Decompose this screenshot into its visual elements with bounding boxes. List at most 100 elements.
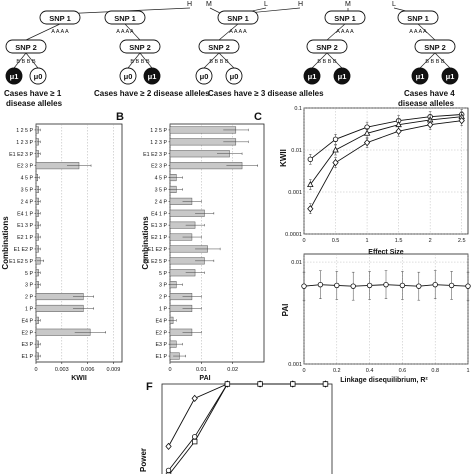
b-alleles-0: B B B B (16, 59, 36, 65)
haplo-label-m1: M (206, 1, 212, 8)
tick-label-x-1: 0.2 (333, 368, 341, 374)
panel-b-ylabel: Combinations (1, 216, 10, 270)
series-line-2 (168, 383, 326, 474)
tick-label-y-0: 0.01 (291, 260, 302, 266)
point-2-0 (307, 205, 314, 213)
tick-label-x-3: 1.5 (395, 238, 403, 244)
snp1-to-snp2-line-2 (218, 23, 239, 41)
point-0-3 (350, 283, 356, 289)
category-label-10: E1 E2 P (148, 247, 168, 253)
snp2-to-mu-line-1-0 (127, 52, 141, 69)
category-label-11: E1 E2 5 P (9, 259, 33, 265)
point-0-5 (383, 281, 389, 288)
point-0-9 (448, 282, 455, 289)
tick-label-x-1: 0.01 (196, 367, 207, 373)
category-label-0: 1 2 5 P (150, 128, 167, 134)
caption-1-line1: Cases have ≥ 1 (4, 89, 62, 98)
category-label-3: E2 3 P (151, 164, 167, 170)
tick-label-x-3: 0.009 (107, 367, 121, 373)
mu-label-3-0: μ1 (308, 72, 317, 81)
category-label-11: E1 E2 5 P (143, 259, 167, 265)
category-label-15: 1 P (159, 306, 167, 312)
category-label-16: E4 P (156, 318, 168, 324)
point-2-5 (322, 381, 329, 387)
tick-label-x-4: 2 (429, 238, 432, 244)
mu-node-3-1 (333, 67, 351, 85)
point-2-3 (257, 381, 263, 387)
category-label-15: 1 P (25, 306, 33, 312)
category-label-8: E1 3 P (151, 223, 167, 229)
tick-label-y-3: 0.0001 (285, 232, 302, 238)
point-0-0 (165, 442, 172, 451)
category-label-8: E1 3 P (17, 223, 33, 229)
snp1-to-snp2-line-4 (417, 23, 436, 41)
haplo-label-m2: M (345, 1, 351, 8)
category-label-2: E1 E2 3 P (143, 152, 167, 158)
category-label-0: 1 2 5 P (16, 128, 33, 134)
panel-c-label: C (254, 111, 262, 123)
tick-label-x-0: 0 (302, 368, 305, 374)
tick-label-x-2: 0.4 (366, 368, 374, 374)
panel-c-xlabel: PAI (199, 375, 210, 382)
category-label-12: 5 P (159, 271, 167, 277)
snp2-label-4: SNP 2 (424, 43, 446, 52)
category-label-4: 4 5 P (155, 176, 168, 182)
point-0-6 (399, 282, 406, 289)
panel-d-ylabel: KWII (279, 149, 288, 167)
haplo-label-h1: H (187, 1, 192, 8)
panel-b-kwii-bar-chart: B 0 0.003 0.006 0.009 1 2 5 P 1 2 3 P E1 E2 3 … (1, 111, 124, 382)
panel-f-power-chart: F Power (139, 380, 333, 474)
series-line-2 (309, 120, 462, 209)
snp2-label-0: SNP 2 (15, 43, 37, 52)
point-0-4 (366, 282, 373, 289)
panel-f-plot-frame (161, 383, 333, 474)
point-1-0 (307, 180, 314, 188)
category-label-7: E4 1 P (17, 211, 33, 217)
snp2-to-mu-line-4-0 (419, 52, 436, 69)
category-label-9: E2 1 P (151, 235, 167, 241)
category-label-6: 2 4 P (155, 199, 168, 205)
panel-e-ylabel: PAI (281, 304, 290, 317)
point-1-1 (332, 146, 339, 153)
mu-label-4-1: μ1 (446, 72, 455, 81)
tick-label-x-3: 0.6 (399, 368, 407, 374)
snp2-to-mu-line-3-0 (311, 52, 328, 69)
mu-node-1-0 (119, 67, 137, 85)
category-label-5: 3 5 P (155, 187, 168, 193)
snp1-to-snp2-line-1 (124, 23, 141, 41)
point-1-2 (363, 129, 371, 136)
category-label-1: 1 2 3 P (16, 140, 33, 146)
b-alleles-2: B B B B (209, 59, 229, 65)
mu-node-0-1 (29, 67, 47, 85)
haplo-label-l1: L (264, 1, 268, 8)
panel-e-pai-ld-chart: E 00.20.40.60.810.010.001 PAI Linkage di… (281, 253, 471, 384)
snp1-label-2: SNP 1 (227, 14, 249, 23)
snp2-label-1: SNP 2 (129, 43, 151, 52)
category-label-19: E1 P (156, 354, 168, 360)
tick-label-y-0: 0.1 (294, 106, 302, 112)
category-label-16: E4 P (22, 318, 34, 324)
point-2-4 (290, 381, 296, 387)
category-label-18: E3 P (156, 342, 168, 348)
mu-node-4-0 (411, 67, 429, 85)
panel-f-label: F (146, 381, 153, 393)
category-label-5: 3 5 P (21, 187, 34, 193)
haplo-label-l2: L (392, 1, 396, 8)
point-0-0 (301, 283, 307, 289)
tick-label-x-1: 0.5 (332, 238, 340, 244)
a-alleles-3: A A A A (336, 29, 354, 35)
mu-node-2-0 (195, 67, 213, 85)
category-label-6: 2 4 P (21, 199, 34, 205)
snp1-to-snp2-line-0 (25, 23, 61, 41)
point-0-1 (191, 394, 198, 403)
mu-label-3-1: μ1 (338, 72, 347, 81)
snp2-to-mu-line-4-1 (434, 52, 451, 69)
snp2-to-mu-line-0-0 (13, 52, 27, 69)
point-0-10 (465, 283, 471, 289)
mu-label-1-0: μ0 (124, 72, 133, 81)
point-2-1 (332, 159, 339, 167)
mu-node-2-1 (225, 67, 243, 85)
b-alleles-3: B B B B (317, 59, 337, 65)
haplo-label-h2: H (298, 1, 303, 8)
